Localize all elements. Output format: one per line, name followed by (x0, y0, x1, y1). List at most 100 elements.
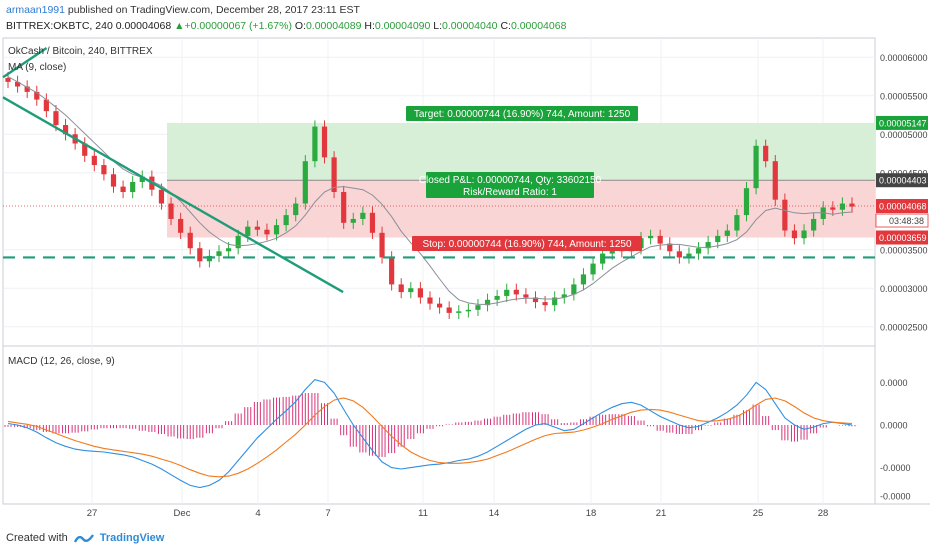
author-link[interactable]: armaan1991 (6, 4, 65, 16)
tradingview-brand[interactable]: TradingView (99, 532, 165, 544)
tradingview-logo-icon (73, 534, 94, 543)
candle-body (657, 235, 663, 244)
candle-body (417, 288, 424, 298)
candle-body (120, 186, 126, 192)
stop-tag-text: Stop: 0.00000744 (16.90%) 744, Amount: 1… (422, 239, 631, 250)
candle-body (513, 289, 519, 295)
close-label: C: (500, 20, 511, 32)
candle-body (753, 145, 759, 189)
price-tick-label: 0.00006000 (880, 53, 928, 63)
time-tick-label: 7 (325, 508, 330, 519)
candle-body (254, 226, 260, 230)
price-tick-label: 0.00002500 (880, 322, 928, 332)
candle-body (408, 288, 414, 293)
candle-body (389, 257, 395, 285)
candle-body (676, 251, 682, 258)
price-label-text: 0.00004068 (879, 202, 927, 212)
candle-body (216, 251, 222, 256)
high-label: H: (364, 20, 375, 32)
candle-body (427, 297, 433, 304)
candle-body (139, 176, 145, 182)
candle-body (542, 302, 548, 306)
macd-series (4, 378, 856, 489)
pnl-tag-text: Closed P&L: 0.00000744, Qty: 33602150 (419, 175, 602, 186)
candle-body (436, 303, 443, 308)
trendline (2, 96, 344, 294)
price-tick-label: 0.00003500 (880, 245, 928, 255)
candle-body (523, 294, 529, 298)
symbol-label: BITTREX:OKBTC, 240 (6, 20, 113, 32)
candle-body (206, 255, 213, 262)
price-tick-label: 0.00005000 (880, 130, 928, 140)
price-label-bg (876, 199, 928, 214)
open-label: O: (294, 20, 306, 32)
price-label-bg (876, 173, 928, 188)
candle-body (494, 295, 500, 300)
time-tick-label: 11 (418, 508, 428, 519)
candle-body (225, 248, 232, 252)
candle-body (475, 305, 481, 310)
time-tick-label: 18 (586, 508, 597, 519)
candle-body (82, 143, 88, 156)
candle-body (369, 212, 376, 233)
candle-body (830, 207, 836, 210)
candle-body (484, 299, 491, 306)
pnl-tag-text: Risk/Reward Ratio: 1 (463, 187, 557, 198)
change-value: +0.00000067 (+1.67%) (184, 20, 292, 32)
candle-body (178, 218, 184, 233)
candle-body (715, 235, 721, 243)
candle-body (53, 111, 59, 126)
ma-indicator-label: MA (9, close) (8, 62, 66, 73)
macd-tick-label: -0.0000 (880, 463, 911, 473)
pnl-tag-bg (426, 172, 594, 198)
candle-body (197, 248, 203, 262)
candle-body (849, 203, 855, 207)
target-tag-bg (406, 106, 638, 121)
high-value: 0.00004090 (374, 20, 431, 32)
candle-body (791, 230, 798, 239)
candle-body (273, 225, 280, 235)
candle-body (695, 248, 702, 254)
price-label-bg (876, 115, 928, 130)
candle-body (312, 126, 318, 162)
candle-body (465, 309, 471, 312)
price-tick-label: 0.00005500 (880, 91, 928, 101)
candle-body (293, 203, 299, 216)
candle-body (168, 203, 174, 219)
candle-body (350, 218, 356, 223)
price-label-bg (876, 230, 928, 245)
publish-header: armaan1991 published on TradingView.com,… (6, 4, 360, 16)
candle-body (91, 155, 97, 166)
published-text: published on TradingView.com, December 2… (67, 4, 360, 16)
open-value: 0.00004089 (305, 20, 362, 32)
candle-body (561, 294, 567, 298)
time-tick-label: 21 (656, 508, 667, 519)
macd-tick-label: 0.0000 (880, 421, 908, 431)
candle-body (43, 99, 49, 112)
last-price: 0.00004068 (115, 20, 172, 32)
candle-body (667, 243, 673, 252)
macd-tick-label: -0.0000 (880, 492, 911, 502)
price-label-text: 0.00004403 (879, 176, 927, 186)
created-with-text: Created with (6, 532, 68, 544)
countdown-bg (875, 213, 929, 228)
trendline-top (2, 47, 48, 79)
ohlc-header: BITTREX:OKBTC, 240 0.00004068 ▲+0.000000… (6, 20, 566, 32)
candle-body (801, 230, 807, 239)
candle-body (552, 297, 558, 306)
candle-body (14, 81, 21, 87)
candle-body (504, 289, 510, 296)
candle-body (456, 311, 462, 313)
candle-body (341, 192, 347, 223)
candle-body (110, 174, 117, 187)
candle-body (763, 145, 769, 162)
candle-body (187, 232, 193, 249)
candle-body (398, 284, 404, 293)
time-tick-label: 4 (255, 508, 260, 519)
time-tick-label: 14 (489, 508, 500, 519)
candle-body (62, 125, 69, 135)
candle-body (532, 297, 539, 303)
candle-body (686, 253, 692, 258)
candle-body (782, 199, 788, 231)
